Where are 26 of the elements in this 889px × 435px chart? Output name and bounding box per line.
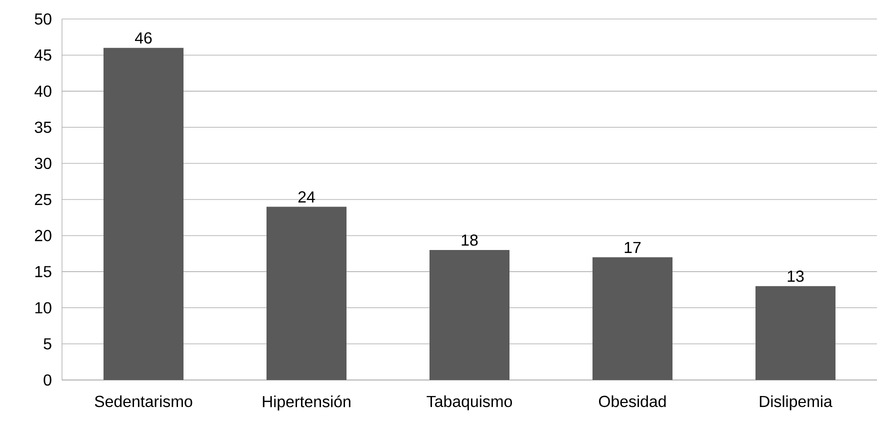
bar [592,257,672,380]
data-label: 18 [462,234,478,246]
data-label: 17 [624,242,641,253]
data-label: 24 [298,191,315,202]
y-tick-label: 15 [35,266,52,278]
bar [104,48,184,380]
y-tick-label: 20 [34,230,52,242]
bar [755,286,836,380]
y-tick-label: 40 [34,86,52,97]
y-tick-label: 25 [34,194,52,206]
data-label: 46 [134,32,152,44]
y-tick-label: 30 [34,158,52,170]
y-tick-label: 5 [44,338,52,350]
x-tick-label: Sedentarismo [94,395,192,408]
data-label: 13 [788,270,804,282]
y-tick-label: 35 [34,122,52,133]
y-tick-label: 45 [34,50,52,61]
y-tick-label: 0 [44,374,52,386]
bar [430,250,510,380]
x-tick-label: Dislipemia [760,395,832,410]
bar [266,206,347,380]
x-tick-label: Hipertensión [262,395,350,410]
y-tick-label: 50 [34,13,52,25]
y-tick-label: 10 [35,302,52,314]
x-tick-label: Tabaquismo [426,395,512,410]
x-tick-label: Obesidad [599,395,666,408]
